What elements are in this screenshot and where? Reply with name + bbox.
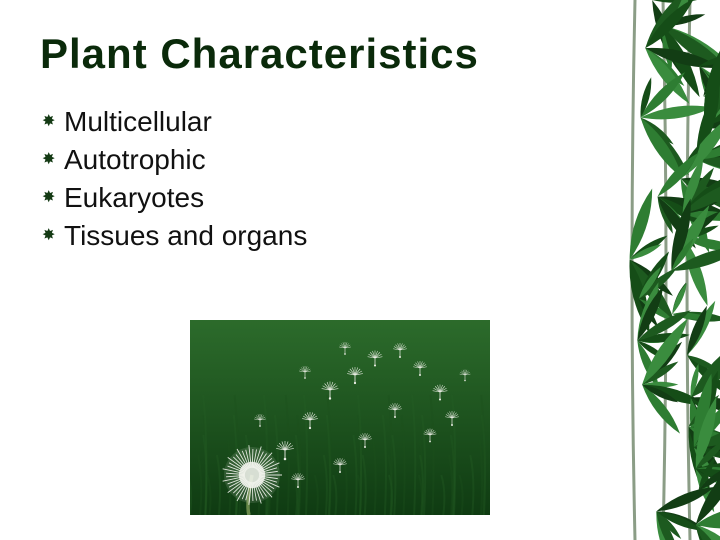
list-item: ✸ Eukaryotes xyxy=(42,182,680,214)
bullet-text: Tissues and organs xyxy=(64,220,307,252)
list-item: ✸ Multicellular xyxy=(42,106,680,138)
bullet-text: Multicellular xyxy=(64,106,212,138)
bullet-text: Autotrophic xyxy=(64,144,206,176)
slide: Plant Characteristics ✸ Multicellular ✸ … xyxy=(0,0,720,540)
dandelion-image xyxy=(190,320,490,515)
bullet-text: Eukaryotes xyxy=(64,182,204,214)
bamboo-decoration xyxy=(605,0,720,540)
list-item: ✸ Autotrophic xyxy=(42,144,680,176)
star-bullet-icon: ✸ xyxy=(42,228,64,244)
slide-title: Plant Characteristics xyxy=(40,30,680,78)
star-bullet-icon: ✸ xyxy=(42,114,64,130)
dandelion-svg xyxy=(190,320,490,515)
star-bullet-icon: ✸ xyxy=(42,190,64,206)
list-item: ✸ Tissues and organs xyxy=(42,220,680,252)
star-bullet-icon: ✸ xyxy=(42,152,64,168)
bullet-list: ✸ Multicellular ✸ Autotrophic ✸ Eukaryot… xyxy=(42,106,680,252)
